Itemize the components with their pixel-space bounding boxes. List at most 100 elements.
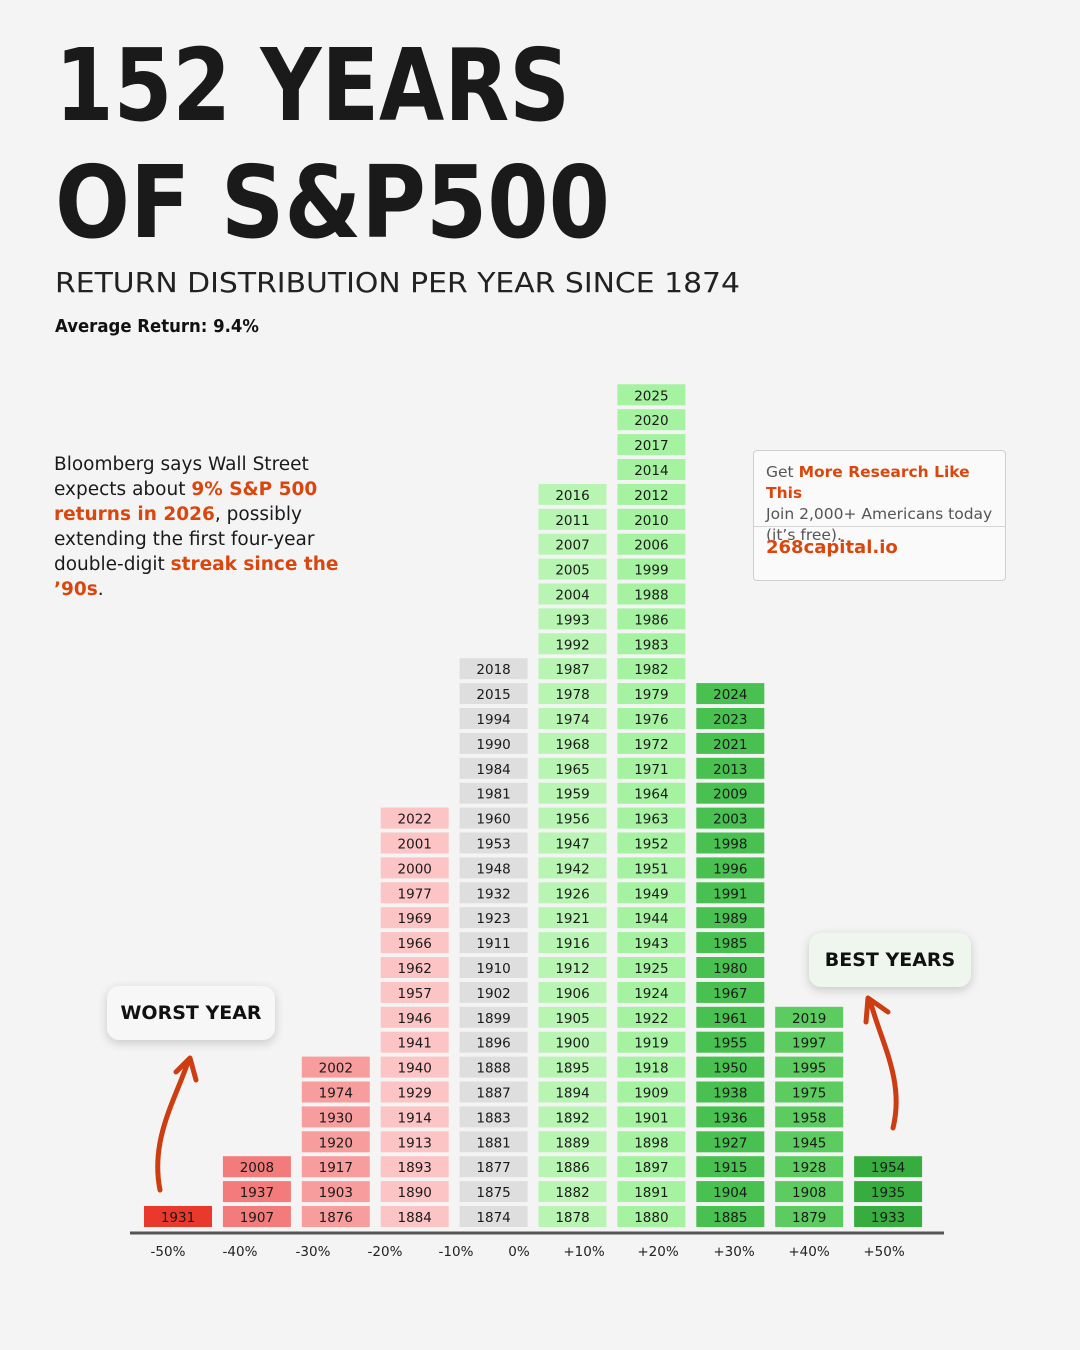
year-cell [617,1106,686,1128]
year-label: 1956 [555,812,589,828]
year-label: 1874 [476,1210,510,1226]
year-label: 1963 [634,812,668,828]
year-label: 1890 [398,1185,432,1201]
year-label: 1935 [871,1185,905,1201]
year-label: 2024 [713,687,747,703]
cta-link[interactable]: 268capital.io [766,537,898,558]
subtitle: RETURN DISTRIBUTION PER YEAR SINCE 1874 [55,266,740,299]
year-label: 1964 [634,787,668,803]
year-cell [459,1006,528,1028]
year-cell [459,782,528,804]
year-cell [380,981,449,1003]
x-tick-label: +10% [563,1244,604,1260]
year-label: 2010 [634,513,668,529]
year-cell [301,1131,370,1153]
year-label: 1969 [398,911,432,927]
year-cell [538,807,607,829]
year-label: 1997 [792,1036,826,1052]
year-cell [380,1031,449,1053]
year-cell [222,1181,291,1203]
x-tick-label: +50% [863,1244,904,1260]
year-cell [617,732,686,754]
year-label: 1961 [713,1011,747,1027]
year-label: 1892 [555,1110,589,1126]
year-cell [696,907,765,929]
year-label: 1952 [634,837,668,853]
year-cell [617,459,686,480]
year-cell [775,1056,844,1078]
year-label: 1971 [634,762,668,778]
year-label: 1904 [713,1185,747,1201]
year-label: 1958 [792,1110,826,1126]
year-cell [301,1206,370,1227]
year-label: 1880 [634,1210,668,1226]
year-cell [459,882,528,904]
year-cell [696,1181,765,1203]
year-cell [617,633,686,655]
year-label: 1896 [476,1036,510,1052]
year-label: 2011 [555,513,589,529]
x-tick-label: +40% [788,1244,829,1260]
year-cell [617,807,686,829]
year-label: 1912 [555,961,589,977]
year-cell [617,1181,686,1203]
title-line: 152 YEARS [55,27,570,144]
year-label: 1889 [555,1135,589,1151]
x-tick-label: +30% [713,1244,754,1260]
year-label: 1993 [555,612,589,628]
year-cell [459,1131,528,1153]
year-cell [617,782,686,804]
year-cell [459,683,528,705]
year-label: 1943 [634,936,668,952]
year-label: 1879 [792,1210,826,1226]
year-label: 2016 [555,488,589,504]
year-label: 1989 [713,911,747,927]
year-cell [854,1206,923,1227]
year-cell [538,1156,607,1178]
x-tick-label: -40% [223,1244,258,1260]
year-label: 1972 [634,737,668,753]
year-label: 1955 [713,1036,747,1052]
year-label: 1884 [398,1210,432,1226]
year-cell [538,907,607,929]
year-label: 1908 [792,1185,826,1201]
year-label: 2025 [634,388,668,404]
year-label: 1996 [713,861,747,877]
year-label: 1960 [476,812,510,828]
year-label: 1918 [634,1061,668,1077]
year-label: 1974 [555,712,589,728]
year-cell [538,1006,607,1028]
year-cell [459,1156,528,1178]
year-cell [538,981,607,1003]
year-cell [459,832,528,854]
year-cell [617,1156,686,1178]
year-cell [775,1081,844,1103]
year-label: 1894 [555,1086,589,1102]
year-label: 1933 [871,1210,905,1226]
year-cell [538,832,607,854]
year-label: 1942 [555,861,589,877]
year-cell [538,483,607,505]
year-label: 1928 [792,1160,826,1176]
year-cell [538,1031,607,1053]
year-cell [696,1156,765,1178]
year-cell [538,533,607,555]
year-cell [696,857,765,879]
year-cell [617,1056,686,1078]
year-label: 1990 [476,737,510,753]
year-cell [696,1006,765,1028]
year-cell [538,708,607,729]
cta-body: Join 2,000+ Americans today (it’s free). [766,505,993,544]
year-cell [696,1131,765,1153]
year-label: 1959 [555,787,589,803]
year-label: 1911 [476,936,510,952]
year-cell [617,583,686,605]
year-cell [380,1106,449,1128]
year-label: 1910 [476,961,510,977]
note-highlight: 9% S&P 500 returns in 2026 [54,479,318,525]
worst-label: WORST YEAR [107,986,275,1040]
year-label: 2018 [476,662,510,678]
year-label: 1985 [713,936,747,952]
year-cell [380,1006,449,1028]
year-cell [538,558,607,580]
